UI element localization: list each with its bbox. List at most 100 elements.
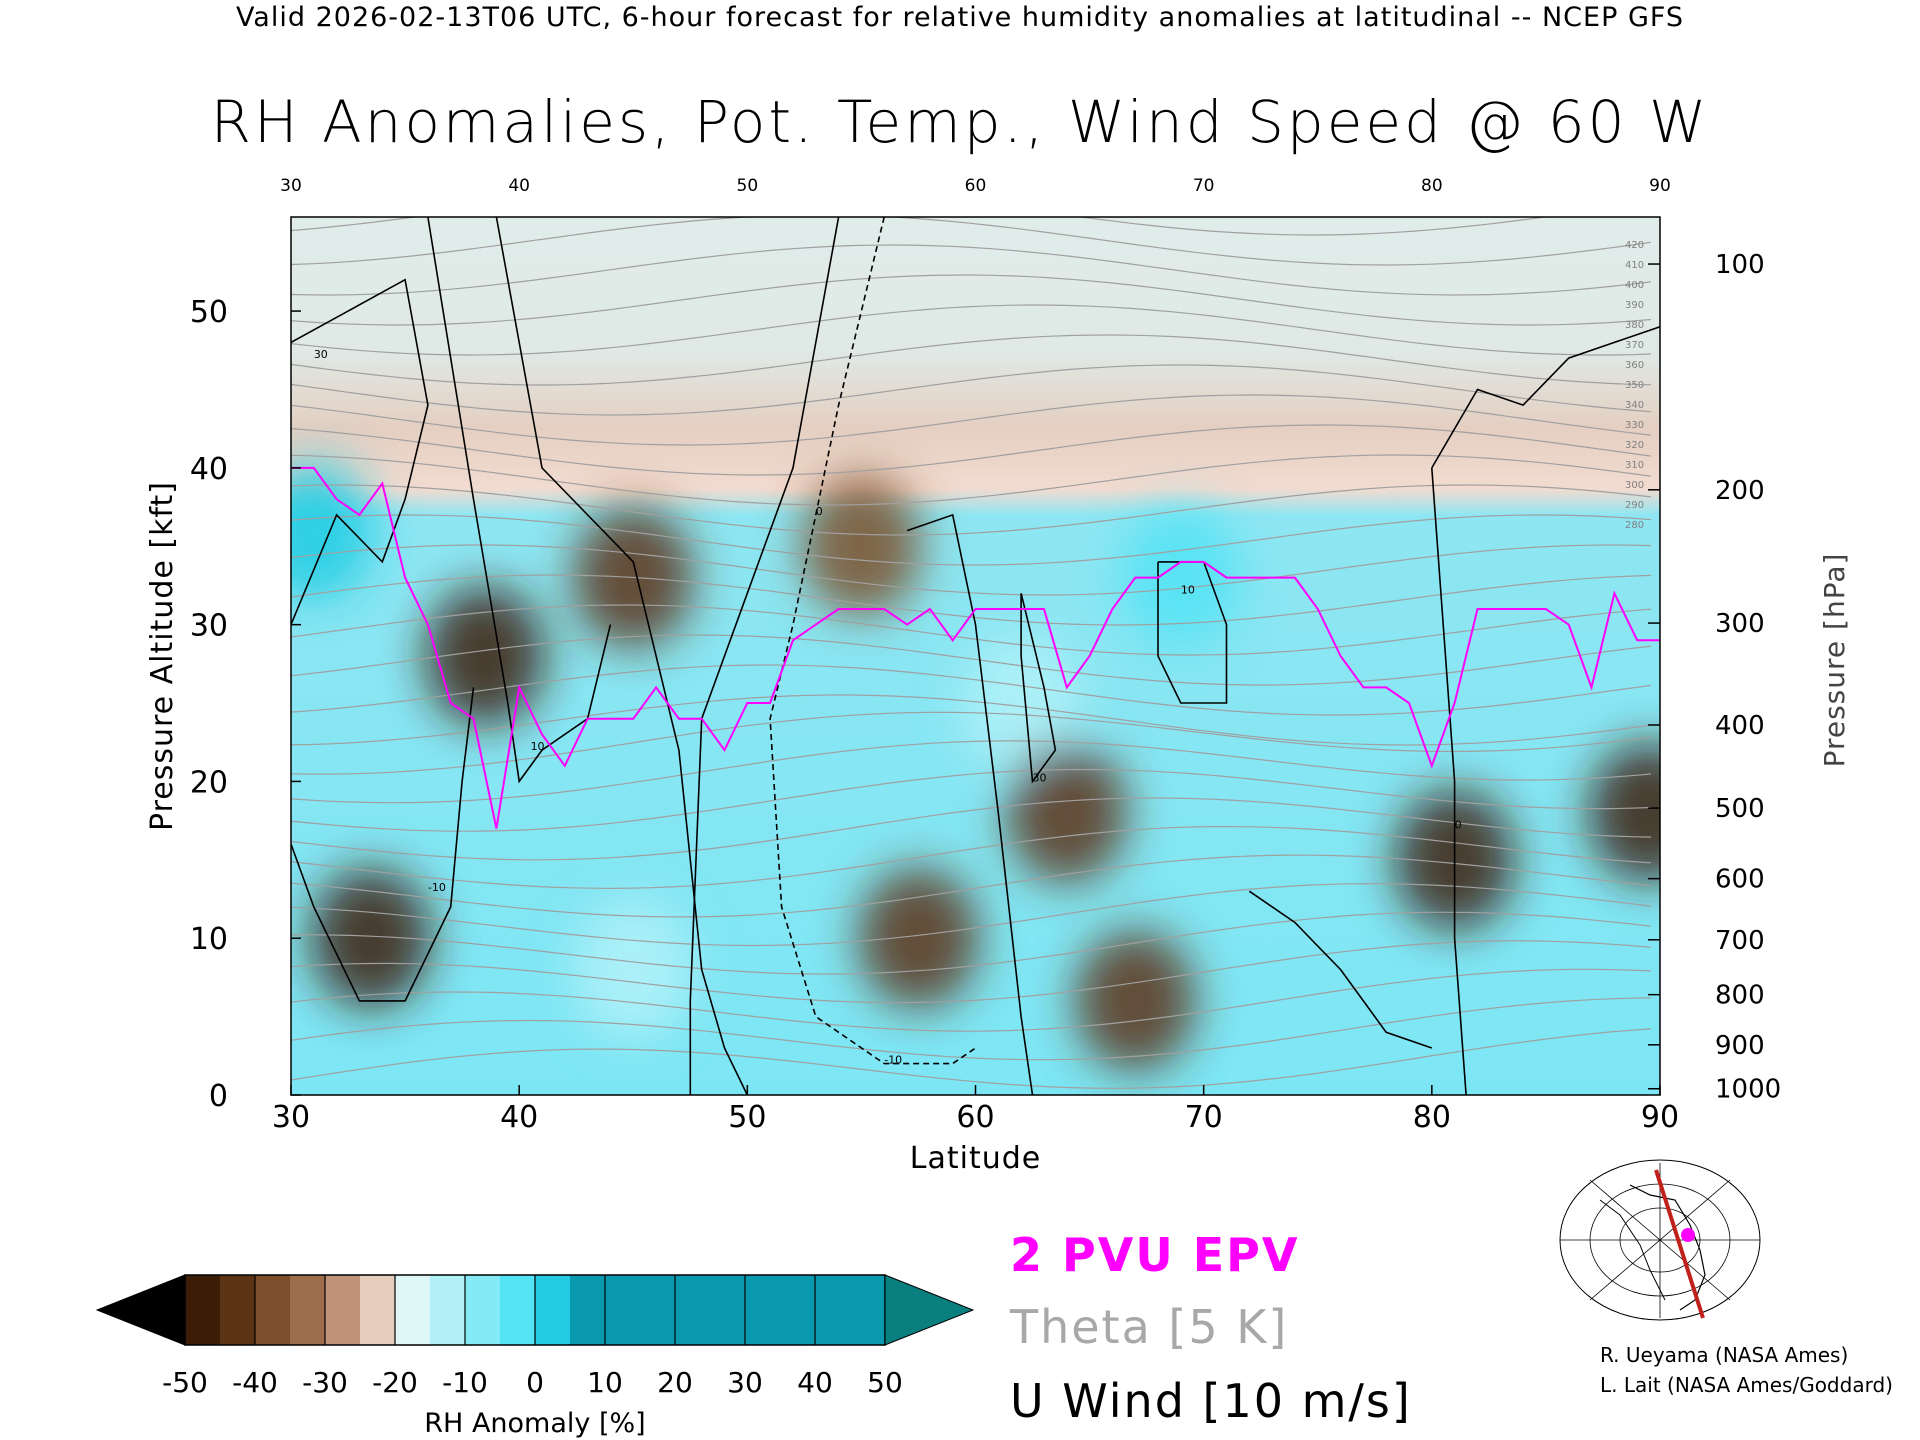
x-top-tick-label-2: 50 [737, 176, 759, 196]
theta-contour-18 [291, 514, 1652, 566]
wind-contour-8 [1431, 326, 1660, 469]
anomaly-region-7 [858, 868, 979, 1009]
theta-contour-14 [291, 634, 1652, 686]
credit-line-1: R. Ueyama (NASA Ames) [1600, 1343, 1849, 1367]
colorbar-tick-1: -40 [232, 1366, 278, 1399]
x-top-tick-label-3: 60 [965, 176, 987, 196]
cross-section-midpoint [1681, 1228, 1695, 1242]
theta-contour-0 [291, 1028, 1652, 1089]
y-axis-label-left: Pressure Altitude [kft] [145, 481, 180, 831]
colorbar-tick-0: -50 [162, 1366, 208, 1399]
p-tick-label-8: 900 [1715, 1031, 1765, 1061]
wind-contour-1 [495, 217, 749, 1095]
theta-contour-22 [291, 394, 1652, 446]
wind-contour-3 [769, 217, 976, 1065]
theta-contour-2 [291, 968, 1652, 1032]
colorbar-cell-9 [500, 1275, 536, 1345]
theta-contour-26 [291, 274, 1652, 326]
theta-label-2: 400 [1625, 280, 1644, 291]
colorbar-cell-6 [395, 1275, 431, 1345]
y-tick-label-3: 30 [190, 609, 228, 644]
y-tick-label-1: 10 [190, 922, 228, 957]
anomaly-region-0 [291, 460, 374, 601]
wind-contour-10 [291, 278, 429, 625]
wind-contour-9 [291, 687, 475, 1002]
anomaly-region-5 [961, 633, 1082, 774]
theta-contours: 4204104003903803703603503403303203103002… [291, 217, 1652, 1089]
colorbar-cell-12 [605, 1275, 641, 1345]
theta-label-14: 280 [1625, 520, 1644, 531]
p-tick-label-1: 200 [1715, 476, 1765, 506]
wind-label-0: 30 [314, 348, 328, 361]
wind-label-2: 0 [816, 505, 823, 518]
anomaly-region-9 [1075, 930, 1196, 1071]
y-tick-label-2: 20 [190, 765, 228, 800]
theta-contour-3 [291, 940, 1652, 1004]
colorbar-tick-8: 30 [727, 1366, 763, 1399]
theta-label-4: 380 [1625, 320, 1644, 331]
epv-2pvu-line [291, 466, 1660, 829]
colorbar-cell-17 [780, 1275, 816, 1345]
colorbar-cell-18 [815, 1275, 851, 1345]
theta-label-13: 290 [1625, 500, 1644, 511]
y-tick-label-5: 50 [190, 295, 228, 330]
theta-contour-19 [291, 484, 1652, 536]
anomaly-region-4 [801, 476, 922, 617]
colorbar-cell-15 [710, 1275, 746, 1345]
theta-label-11: 310 [1625, 460, 1644, 471]
header-text: Valid 2026-02-13T06 UTC, 6-hour forecast… [235, 2, 1685, 33]
theta-contour-11 [291, 711, 1652, 775]
colorbar-cell-0 [185, 1275, 221, 1345]
y-axis-label-right: Pressure [hPa] [1818, 553, 1851, 768]
anomaly-region-8 [1006, 742, 1127, 883]
theta-contour-25 [291, 304, 1652, 356]
wind-contour-2 [689, 217, 840, 1095]
theta-label-0: 420 [1625, 240, 1644, 251]
colorbar-cell-10 [535, 1275, 571, 1345]
colorbar-tick-10: 50 [867, 1366, 903, 1399]
theta-label-1: 410 [1625, 260, 1644, 271]
theta-contour-24 [291, 334, 1652, 386]
colorbar-cell-4 [325, 1275, 361, 1345]
theta-contour-7 [291, 826, 1652, 890]
chart-title: RH Anomalies, Pot. Temp., Wind Speed @ 6… [210, 88, 1710, 156]
anomaly-region-11 [1588, 742, 1660, 883]
colorbar-cell-5 [360, 1275, 396, 1345]
theta-contour-10 [291, 740, 1652, 804]
p-tick-label-4: 500 [1715, 794, 1765, 824]
x-tick-label-4: 70 [1185, 1100, 1223, 1135]
anomaly-field [291, 460, 1660, 1071]
theta-label-12: 300 [1625, 480, 1644, 491]
x-tick-label-6: 90 [1641, 1100, 1679, 1135]
anomaly-region-1 [424, 586, 545, 726]
wind-contour-5 [1020, 593, 1057, 784]
x-top-tick-label-5: 80 [1421, 176, 1443, 196]
colorbar-cell-11 [570, 1275, 606, 1345]
theta-contour-4 [291, 911, 1652, 975]
x-tick-label-3: 60 [956, 1100, 994, 1135]
colorbar-cell-13 [640, 1275, 676, 1345]
wind-label-7: -10 [428, 881, 446, 894]
theta-contour-15 [291, 604, 1652, 656]
colorbar-tick-4: -10 [442, 1366, 488, 1399]
colorbar-tick-7: 20 [657, 1366, 693, 1399]
theta-label-9: 330 [1625, 420, 1644, 431]
plot-area: 4204104003903803703603503403303203103002… [291, 217, 1660, 1095]
theta-contour-17 [291, 544, 1652, 596]
p-tick-label-0: 100 [1715, 250, 1765, 280]
theta-label-6: 360 [1625, 360, 1644, 371]
x-axis-label: Latitude [910, 1141, 1041, 1176]
theta-contour-9 [291, 768, 1652, 832]
location-map [1559, 1159, 1761, 1321]
x-tick-label-2: 50 [728, 1100, 766, 1135]
theta-contour-6 [291, 854, 1652, 918]
x-top-tick-label-0: 30 [280, 176, 302, 196]
theta-contour-28 [291, 217, 1652, 266]
colorbar-tick-9: 40 [797, 1366, 833, 1399]
wind-label-6: 0 [1455, 818, 1462, 831]
theta-contour-29 [291, 217, 1550, 236]
colorbar-cell-8 [465, 1275, 501, 1345]
legend-wind: U Wind [10 m/s] [1010, 1374, 1412, 1428]
wind-label-4: 30 [1033, 771, 1047, 784]
